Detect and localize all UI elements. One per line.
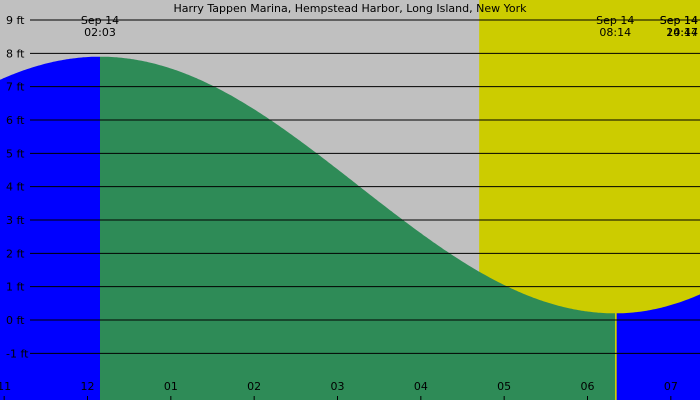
y-tick-label: 1 ft [6,281,25,294]
y-tick-label: 6 ft [6,114,25,127]
x-tick-label: 05 [497,380,511,393]
y-tick-label: 7 ft [6,81,25,94]
x-tick-label: 07 [664,380,678,393]
x-tick-label: 01 [164,380,178,393]
x-tick-label: 06 [581,380,595,393]
extreme-time-label: 20:47 [666,26,698,39]
x-tick-label: 02 [247,380,261,393]
rising-tide-area [616,294,700,400]
falling-tide-area [100,56,615,400]
x-tick-label: 12 [81,380,95,393]
y-tick-label: -1 ft [6,347,29,360]
extreme-date-label: Sep 14 [660,14,698,27]
extreme-time-label: 08:14 [599,26,631,39]
chart-title: Harry Tappen Marina, Hempstead Harbor, L… [174,2,528,15]
y-tick-label: 0 ft [6,314,25,327]
extreme-date-label: Sep 14 [660,14,698,27]
extreme-date-label: Sep 14 [596,14,634,27]
y-tick-label: 3 ft [6,214,25,227]
x-tick-label: 11 [0,380,11,393]
y-tick-label: 2 ft [6,247,25,260]
y-tick-label: 4 ft [6,181,25,194]
extreme-time-label: 14:14 [666,26,698,39]
x-tick-label: 04 [414,380,428,393]
y-tick-label: 9 ft [6,14,25,27]
y-tick-label: 8 ft [6,47,25,60]
y-tick-label: 5 ft [6,147,25,160]
extreme-time-label: 02:03 [84,26,116,39]
rising-tide-area [0,56,100,400]
x-tick-label: 03 [331,380,345,393]
extreme-date-label: Sep 14 [81,14,119,27]
